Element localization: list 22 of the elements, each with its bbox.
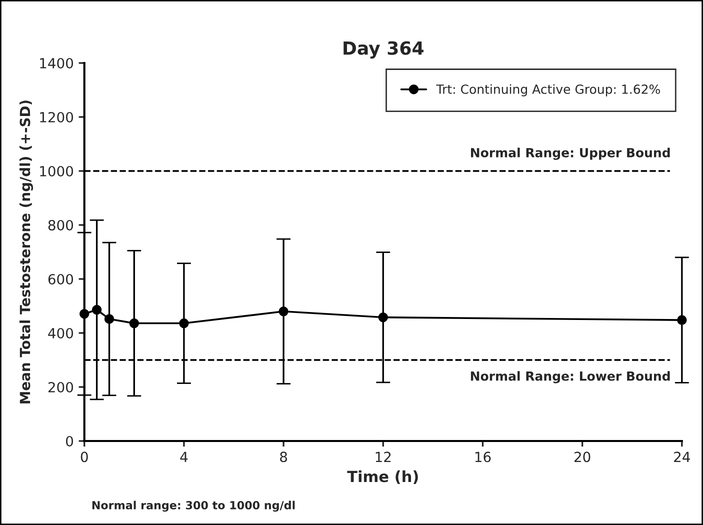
y-tick-label: 0 [66,436,74,446]
x-tick-label: 20 [574,452,590,462]
y-tick-label: 400 [48,328,74,338]
y-tick-label: 1400 [40,58,74,68]
ref-line-label: Normal Range: Upper Bound [471,148,670,160]
legend-label: Trt: Continuing Active Group: 1.62% [436,84,660,96]
y-tick-label: 1200 [40,112,74,122]
ref-line-label: Normal Range: Lower Bound [470,371,670,384]
chart-title: Day 364 [344,41,424,59]
x-axis-title: Time (h) [347,470,418,484]
x-tick-label: 16 [475,452,491,462]
x-tick-label: 12 [376,452,391,462]
x-tick-label: 4 [180,452,188,462]
y-tick-label: 1000 [40,166,74,176]
x-tick-label: 24 [674,452,690,462]
y-tick-label: 600 [48,274,74,284]
y-axis-title: Mean Total Testosterone (ng/dl) (+-SD) [19,100,34,404]
x-tick-label: 0 [80,452,88,462]
x-tick-label: 8 [280,452,288,462]
text: Normal range: 300 to 1000 ng/dl [92,500,295,512]
y-tick-label: 200 [48,382,74,392]
y-tick-label: 800 [48,220,74,230]
